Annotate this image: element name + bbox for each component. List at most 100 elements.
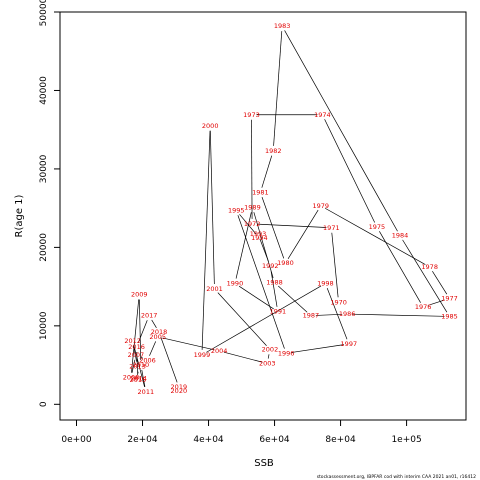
point-label-1988: 1988 [266,279,283,287]
point-label-1991: 1991 [270,308,287,316]
footer-note: stockassessment.org, IBPFAR cod with int… [317,474,476,480]
point-label-1973: 1973 [243,111,260,119]
trajectory-segment [259,238,269,262]
trajectory-segment [261,197,285,259]
trajectory-segment [287,209,319,260]
point-label-1999: 1999 [194,351,211,359]
x-tick-label: 0e+00 [61,435,92,445]
trajectory-segment [326,288,348,340]
trajectory-segment [133,345,145,388]
point-label-1994: 1994 [251,234,268,242]
point-label-2004: 2004 [211,347,228,355]
point-label-1996: 1996 [278,349,295,357]
point-label-1978: 1978 [421,263,438,271]
trajectory-segment [160,336,178,383]
point-label-2018: 2018 [151,328,168,336]
point-label-2016: 2016 [128,343,145,351]
trajectory-segment [237,215,285,349]
trajectory-segment [290,344,344,353]
trajectory-segment [138,299,142,361]
point-label-1997: 1997 [341,340,358,348]
y-tick-label: 30000 [39,154,49,183]
point-label-2002: 2002 [262,345,279,353]
trajectory-segment [352,313,445,317]
trajectory-segment [427,299,445,306]
point-label-1985: 1985 [441,312,458,320]
point-label-1981: 1981 [252,188,269,196]
trajectory-segment [149,341,157,356]
trajectory-segment [239,214,257,235]
point-label-1992: 1992 [262,262,279,270]
point-label-1984: 1984 [392,232,409,240]
axes [59,11,467,421]
trajectory-segment [267,354,270,359]
trajectory-segment [138,320,148,343]
point-label-2008: 2008 [123,374,140,382]
trajectory-segment [151,319,157,329]
trajectory-segment [235,212,252,279]
point-label-2006: 2006 [139,356,156,364]
point-label-1983: 1983 [274,22,291,30]
point-label-2010: 2010 [133,361,150,369]
y-tick-label: 20000 [39,233,49,262]
point-label-2014: 2014 [130,374,147,382]
point-label-2013: 2013 [129,363,146,371]
trajectory-segment [261,155,273,188]
point-label-1979: 1979 [312,202,329,210]
trajectory-segment [432,271,448,295]
point-label-2019: 2019 [171,383,188,391]
trajectory-segment [133,345,137,362]
trajectory-segment [141,369,146,387]
point-label-1995: 1995 [228,207,245,215]
trajectory-segment [206,285,322,353]
trajectory-segment [201,130,211,350]
trajectory-segment [315,313,343,316]
trajectory-segment [209,130,215,284]
trajectory-segment [251,119,253,219]
point-label-1971: 1971 [323,224,340,232]
point-label-1990: 1990 [227,279,244,287]
point-label-2005: 2005 [149,333,166,341]
point-label-1972: 1972 [244,220,261,228]
point-label-2020: 2020 [171,387,188,395]
y-tick-label: 10000 [39,311,49,340]
x-tick-label: 4e+04 [193,435,224,445]
point-label-2015: 2015 [130,376,147,384]
trajectory-segment [223,351,263,363]
trajectory-segment [217,292,267,346]
y-axis-title: R(age 1) [14,194,25,237]
point-label-2017: 2017 [141,312,158,320]
trajectory-segment [273,31,283,146]
point-label-1998: 1998 [317,279,334,287]
trajectory-segment [131,299,140,373]
trajectory-segment [238,285,274,310]
point-labels: 1970 1971 1972 1973 1974 1975 1976 1977 1978 1979… [123,22,458,396]
point-label-1986: 1986 [339,310,356,318]
point-label-2001: 2001 [206,285,223,293]
trajectory-segment [257,223,327,228]
x-ticks: 0e+00 2e+04 4e+04 6e+04 8e+04 1e+05 [61,420,422,445]
point-label-1975: 1975 [369,223,386,231]
y-tick-label: 50000 [39,0,49,26]
trajectory-segment [253,212,274,278]
trajectory-segment [331,232,339,298]
point-label-2003: 2003 [259,360,276,368]
trajectory-segment [136,352,139,376]
point-label-1987: 1987 [303,312,320,320]
x-axis-title: SSB [254,458,274,469]
y-ticks: 0 10000 20000 30000 40000 50000 [39,0,60,407]
trajectory-segment [284,30,398,232]
trajectory-segment [162,337,215,351]
x-tick-label: 8e+04 [325,435,356,445]
point-label-1993: 1993 [250,230,267,238]
trajectory-segment [324,207,426,265]
point-label-1977: 1977 [441,294,458,302]
x-tick-label: 6e+04 [259,435,290,445]
trajectory-segment [402,239,448,313]
point-label-1970: 1970 [330,298,347,306]
trajectory-segment [131,359,136,373]
point-label-2012: 2012 [124,337,141,345]
trajectory-segment [270,271,278,307]
trajectory-segment [324,119,376,223]
